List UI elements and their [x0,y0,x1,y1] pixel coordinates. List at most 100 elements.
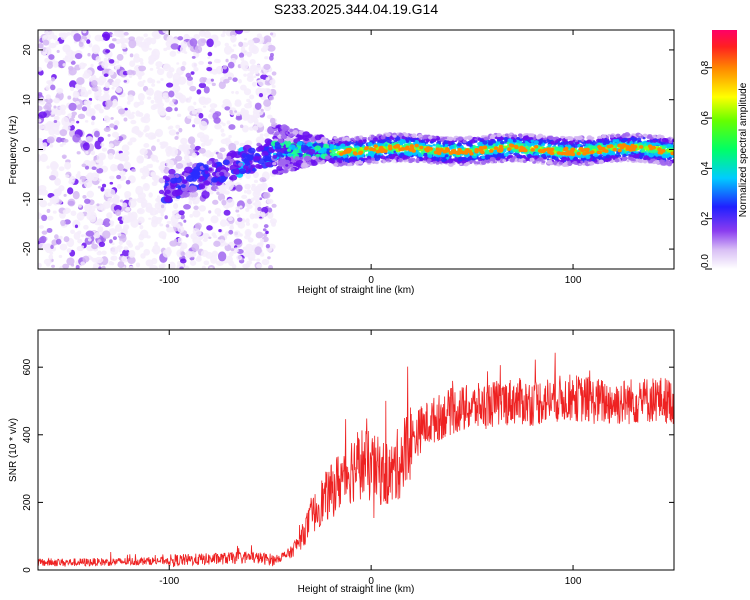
heatmap-point [64,161,72,170]
heatmap-point [148,47,152,51]
heatmap-point [244,161,251,166]
heatmap-point [114,30,122,38]
heatmap-point [609,160,614,164]
heatmap-point [174,89,178,94]
heatmap-point [602,152,607,157]
heatmap-point [60,109,66,116]
heatmap-point [275,125,280,129]
heatmap-point [174,174,180,178]
heatmap-point [191,56,196,59]
heatmap-point [209,266,213,269]
heatmap-point [203,30,212,39]
heatmap-point [435,138,439,141]
heatmap-point [211,232,216,237]
heatmap-point [146,96,152,100]
heatmap-point [246,154,255,161]
heatmap-point [155,61,163,68]
heatmap-point [163,63,171,70]
heatmap-point [563,140,567,143]
heatmap-point [87,238,92,242]
heatmap-point [96,167,104,174]
heatmap-point [117,261,125,268]
heatmap-point [149,67,154,71]
heatmap-point [59,143,64,147]
heatmap-point [111,242,115,246]
heatmap-point [152,103,161,109]
heatmap-point [592,140,596,143]
heatmap-point [78,139,83,144]
heatmap-point [101,31,111,41]
heatmap-point [420,139,425,144]
heatmap-point [133,53,140,59]
heatmap-point [100,187,105,192]
heatmap-point [312,143,317,147]
heatmap-point [95,165,100,169]
heatmap-point [671,138,674,143]
heatmap-point [220,128,225,133]
heatmap-point [212,112,219,120]
heatmap-point [109,239,113,244]
heatmap-point [94,232,101,239]
heatmap-point [47,30,55,40]
heatmap-point [246,98,251,103]
heatmap-point [558,146,564,151]
heatmap-point [646,142,650,146]
heatmap-point [139,224,144,230]
heatmap-point [217,193,226,202]
heatmap-point [547,135,554,141]
heatmap-point [83,179,93,189]
heatmap-point [238,41,244,47]
heatmap-point [127,94,134,103]
heatmap-point [207,51,213,57]
heatmap-point [189,85,197,92]
heatmap-point [372,137,379,142]
heatmap-point [228,229,234,235]
heatmap-point [199,120,208,131]
heatmap-point [246,189,252,195]
heatmap-point [238,162,244,167]
heatmap-point [402,155,408,160]
heatmap-point [77,113,86,120]
heatmap-point [500,154,504,157]
heatmap-point [165,115,171,121]
heatmap-point [256,258,261,262]
heatmap-point [269,117,276,124]
heatmap-point [246,204,253,209]
heatmap-point [190,143,196,150]
heatmap-point [101,61,109,69]
heatmap-point [98,241,106,248]
heatmap-point [50,111,54,115]
heatmap-point [63,138,69,143]
heatmap-point [297,141,303,146]
heatmap-point [104,81,110,89]
heatmap-point [230,223,234,228]
heatmap-point [276,165,284,172]
heatmap-point [110,246,119,255]
heatmap-point [154,202,161,210]
heatmap-point [82,195,87,199]
heatmap-point [242,246,247,251]
heatmap-point [54,234,59,240]
heatmap-point [158,216,163,221]
heatmap-point [271,221,277,227]
heatmap-point [322,139,328,144]
heatmap-point [119,199,124,203]
heatmap-point [196,107,203,113]
heatmap-point [615,139,620,143]
heatmap-point [170,38,179,45]
heatmap-point [121,255,129,263]
heatmap-point [263,63,271,70]
heatmap-point [78,204,82,208]
heatmap-point [611,152,616,156]
heatmap-point [586,136,591,140]
heatmap-point [131,111,135,115]
heatmap-point [250,65,255,69]
heatmap-point [217,152,223,160]
heatmap-point [340,143,346,148]
heatmap-point [233,230,241,238]
heatmap-point [107,188,116,198]
heatmap-point [207,56,211,59]
heatmap-point [642,137,646,140]
heatmap-point [118,152,126,162]
heatmap-point [382,160,386,164]
